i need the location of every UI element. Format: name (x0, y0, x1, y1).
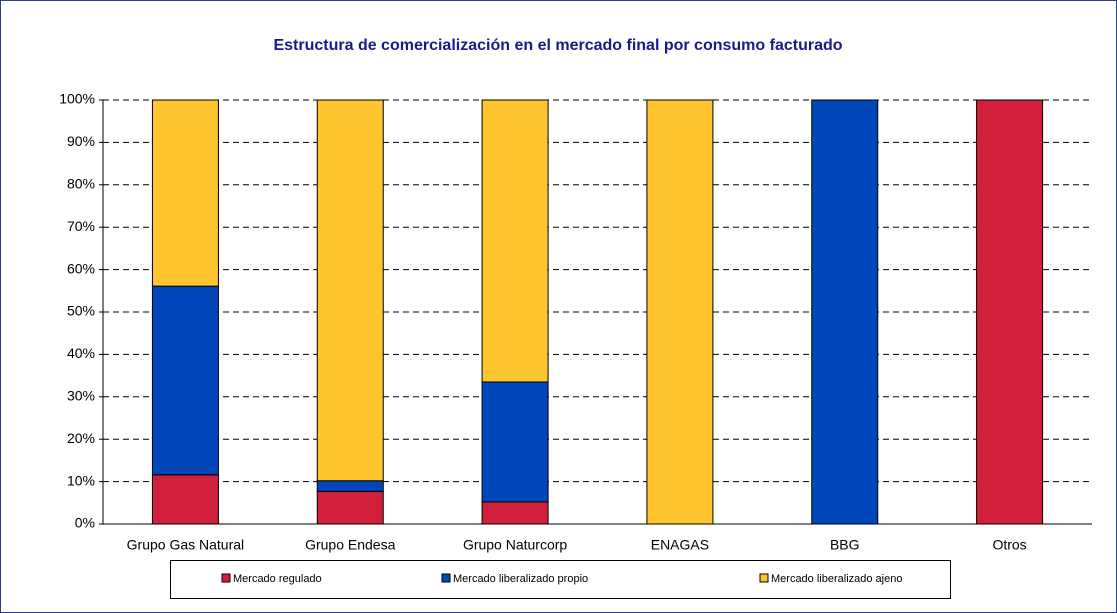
bar-segment (646, 99, 714, 525)
x-tick-label: BBG (830, 537, 860, 553)
y-tick-label: 90% (67, 133, 95, 149)
legend-label: Mercado regulado (233, 573, 322, 585)
bar-segment (316, 99, 384, 482)
x-tick-label: Grupo Endesa (305, 537, 395, 553)
x-tick-label: Otros (992, 537, 1026, 553)
x-tick-label: ENAGAS (651, 537, 709, 553)
bar-segment (151, 285, 219, 476)
y-tick-label: 80% (67, 176, 95, 192)
y-tick-label: 40% (67, 345, 95, 361)
x-tick-label: Grupo Naturcorp (463, 537, 567, 553)
bar-segment (481, 501, 549, 525)
bar-segment (481, 381, 549, 503)
legend-swatch (441, 573, 451, 583)
y-tick-label: 50% (67, 303, 95, 319)
y-tick-label: 10% (67, 472, 95, 488)
legend-swatch (759, 573, 769, 583)
y-tick-label: 60% (67, 260, 95, 276)
bar-segment (481, 99, 549, 383)
x-tick-label: Grupo Gas Natural (127, 537, 245, 553)
bar-segment (316, 490, 384, 525)
bar-segment (151, 99, 219, 287)
y-tick-label: 70% (67, 218, 95, 234)
bar-segment (976, 99, 1044, 525)
y-tick-label: 20% (67, 430, 95, 446)
bar-segment (151, 474, 219, 525)
bar-segment (811, 99, 879, 525)
y-tick-label: 0% (75, 515, 95, 531)
legend-box (170, 560, 951, 599)
legend-label: Mercado liberalizado propio (453, 573, 588, 585)
y-tick-label: 30% (67, 388, 95, 404)
chart-title: Estructura de comercialización en el mer… (273, 37, 842, 54)
legend-swatch (221, 573, 231, 583)
y-tick-label: 100% (59, 91, 95, 107)
bar-segment (316, 480, 384, 492)
legend-label: Mercado liberalizado ajeno (771, 573, 902, 585)
